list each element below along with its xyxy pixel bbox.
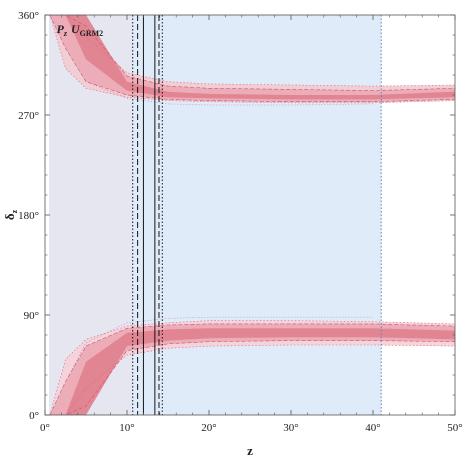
x-tick-label: 20° [201, 422, 216, 434]
lower-band-edge-hi [49, 320, 455, 415]
x-axis-title: z [247, 443, 253, 458]
upper-band-edge-hi [49, 15, 455, 87]
annotation-label: Pz UGRM2 [56, 22, 103, 38]
y-tick-label: 0° [29, 410, 39, 422]
annotation-u: U [71, 22, 81, 36]
y-axis-title-subscript: z [10, 209, 19, 213]
plot-area [49, 15, 455, 415]
upper-band-mid-hi [49, 15, 455, 91]
envelope-edge-lo [49, 316, 373, 415]
axes: 0° 10° 20° 30° 40° 50° 0° 90° 180° 270° 360° [18, 10, 463, 434]
x-tick-label: 0° [40, 422, 50, 434]
upper-band-mid [49, 15, 455, 102]
y-tick-label: 90° [24, 310, 39, 322]
y-axis-title: δz [2, 209, 19, 220]
y-tick-label: 180° [18, 210, 39, 222]
annotation-main: P [56, 22, 64, 36]
envelope-edge-hi [49, 15, 374, 106]
x-tick-label: 10° [119, 422, 134, 434]
upper-band-outer [49, 15, 455, 103]
y-tick-label: 270° [18, 110, 39, 122]
x-tick-label: 40° [365, 422, 380, 434]
lower-band-mid-lo [49, 340, 455, 415]
annotation-subscript: GRM2 [80, 29, 104, 38]
annotation-sub1: z [63, 29, 68, 38]
lower-band-edge-lo [49, 344, 455, 415]
plot-content [49, 15, 455, 415]
lower-band-inner [49, 328, 455, 415]
upper-band-inner [49, 15, 455, 100]
x-tick-label: 30° [283, 422, 298, 434]
upper-band-mid-lo [49, 15, 455, 102]
x-tick-label: 50° [447, 422, 462, 434]
lower-band-mid-hi [49, 323, 455, 415]
y-tick-label: 360° [18, 10, 39, 22]
